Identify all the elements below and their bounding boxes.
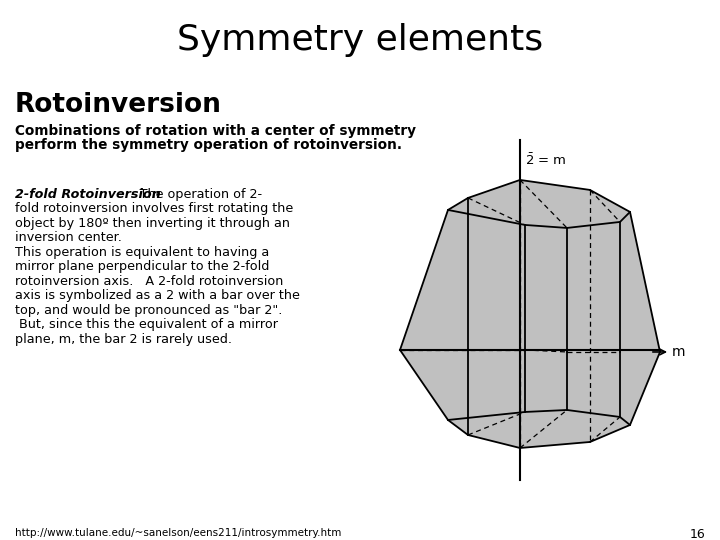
Text: m: m [672,345,685,359]
Text: inversion center.: inversion center. [15,232,122,245]
Polygon shape [520,180,590,448]
Text: top, and would be pronounced as "bar 2".: top, and would be pronounced as "bar 2". [15,304,282,317]
Text: This operation is equivalent to having a: This operation is equivalent to having a [15,246,269,259]
Polygon shape [448,180,630,228]
Polygon shape [468,180,520,448]
Text: Rotoinversion: Rotoinversion [15,92,222,118]
Text: Symmetry elements: Symmetry elements [177,23,543,57]
Polygon shape [400,198,468,435]
Text: object by 180º then inverting it through an: object by 180º then inverting it through… [15,217,290,230]
Text: Combinations of rotation with a center of symmetry: Combinations of rotation with a center o… [15,124,416,138]
Text: plane, m, the bar 2 is rarely used.: plane, m, the bar 2 is rarely used. [15,333,232,346]
Polygon shape [567,212,660,352]
Text: 16: 16 [689,528,705,540]
Text: perform the symmetry operation of rotoinversion.: perform the symmetry operation of rotoin… [15,138,402,152]
Text: rotoinversion axis.   A 2-fold rotoinversion: rotoinversion axis. A 2-fold rotoinversi… [15,275,284,288]
Polygon shape [448,410,630,448]
Polygon shape [567,352,660,425]
Text: - The operation of 2-: - The operation of 2- [127,188,262,201]
Text: mirror plane perpendicular to the 2-fold: mirror plane perpendicular to the 2-fold [15,260,269,273]
Text: http://www.tulane.edu/~sanelson/eens211/introsymmetry.htm: http://www.tulane.edu/~sanelson/eens211/… [15,528,341,538]
Text: $\bar{2}$ = m: $\bar{2}$ = m [525,152,567,167]
Text: 2-fold Rotoinversion: 2-fold Rotoinversion [15,188,161,201]
Polygon shape [525,225,567,412]
Text: fold rotoinversion involves first rotating the: fold rotoinversion involves first rotati… [15,202,293,215]
Text: But, since this the equivalent of a mirror: But, since this the equivalent of a mirr… [15,319,278,332]
Text: axis is symbolized as a 2 with a bar over the: axis is symbolized as a 2 with a bar ove… [15,289,300,302]
